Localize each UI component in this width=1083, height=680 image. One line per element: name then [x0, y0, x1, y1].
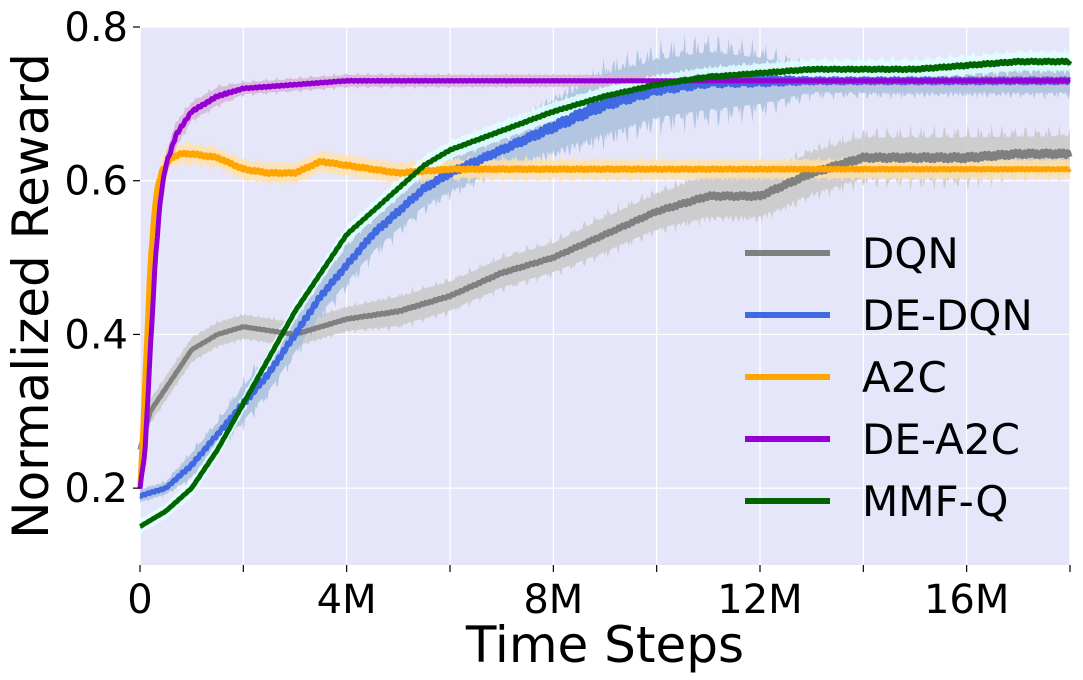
legend-label-mmf-q: MMF-Q [862, 477, 1008, 526]
x-tick-label: 16M [924, 577, 1009, 623]
series-layer [137, 34, 1073, 535]
y-axis-title: Normalized Reward [2, 53, 60, 539]
legend: DQN DE-DQN A2C DE-A2C MMF-Q [745, 229, 1033, 526]
legend-label-de-dqn: DE-DQN [862, 291, 1033, 340]
y-tick-label: 0.2 [64, 466, 128, 512]
x-tick-label: 8M [523, 577, 583, 623]
legend-label-de-a2c: DE-A2C [862, 415, 1020, 464]
y-tick-label: 0.8 [64, 5, 128, 51]
x-tick-label: 4M [317, 577, 377, 623]
x-tick-label: 12M [717, 577, 802, 623]
legend-label-a2c: A2C [862, 353, 947, 402]
series-line-a2c [137, 149, 1072, 488]
axes: 0 4M 8M 12M 16M 0.2 0.4 0.6 0.8 [64, 5, 1071, 623]
series-line-mmf-q [138, 57, 1073, 529]
series-line-de-a2c [137, 77, 1072, 489]
x-tick-label: 0 [127, 577, 152, 623]
legend-label-dqn: DQN [862, 229, 959, 278]
y-tick-label: 0.6 [64, 159, 128, 205]
x-axis-title: Time Steps [465, 616, 744, 674]
y-tick-label: 0.4 [64, 312, 128, 358]
series-band-a2c [140, 140, 1070, 496]
